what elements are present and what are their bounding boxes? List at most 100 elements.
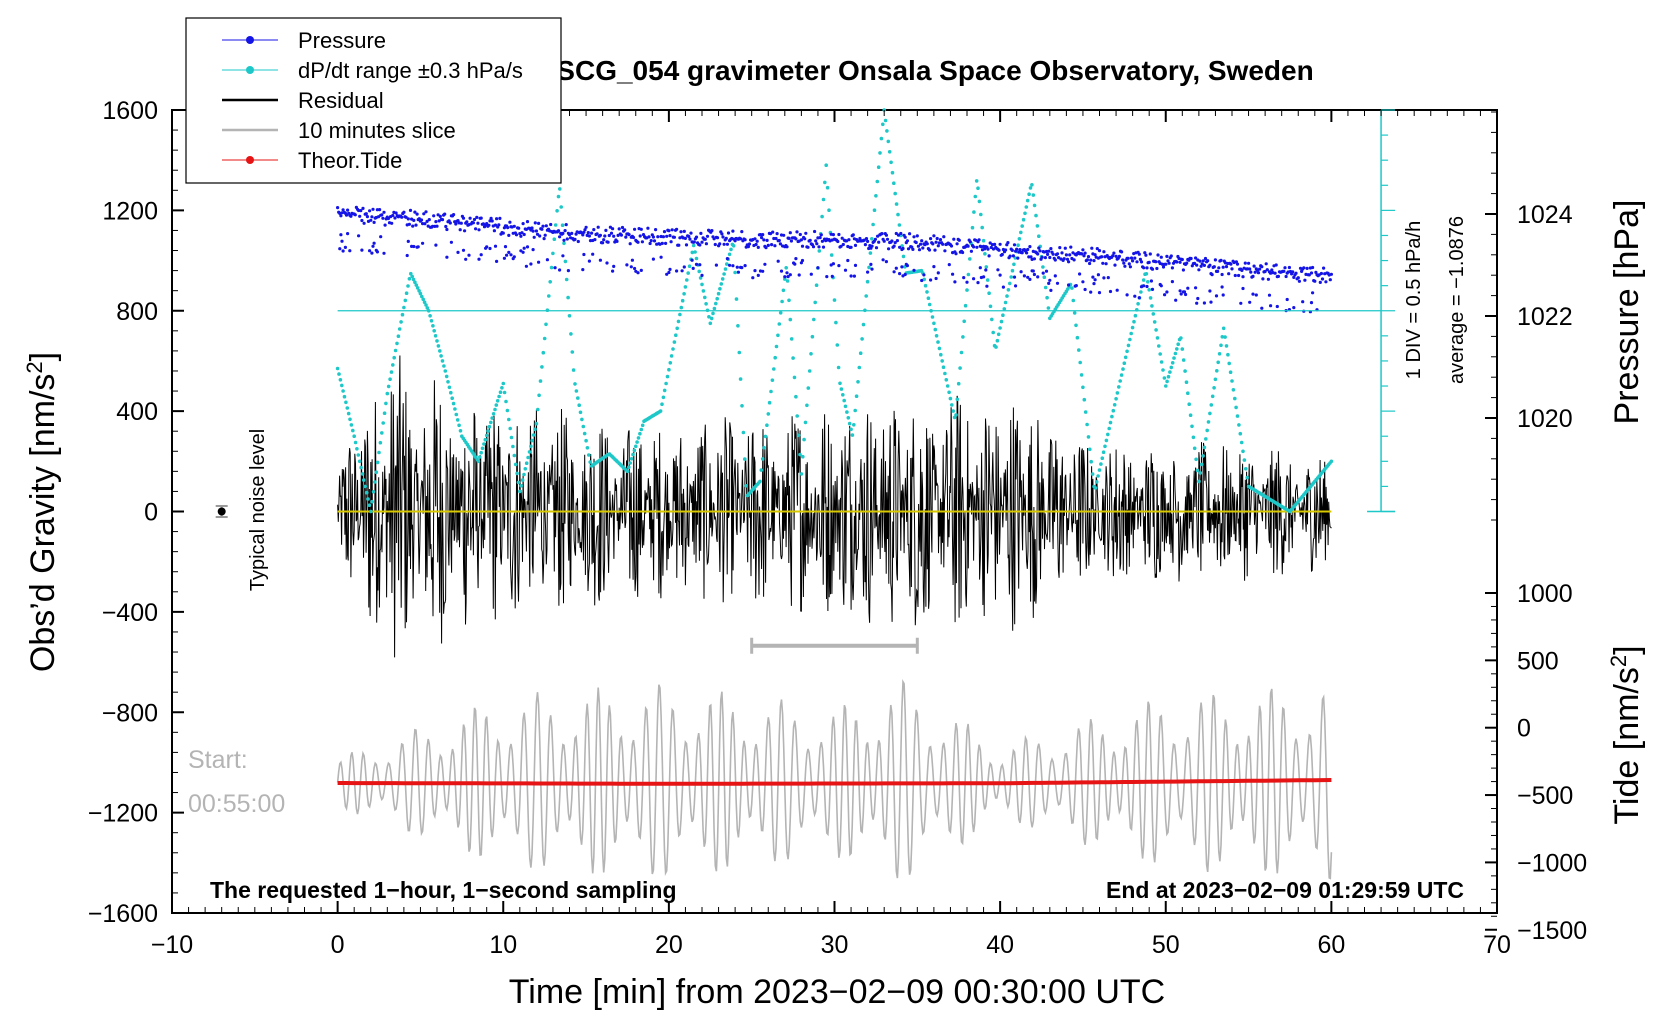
dpdt-point: [1197, 479, 1201, 484]
pressure-point: [1083, 287, 1087, 292]
pressure-point: [789, 239, 794, 243]
pressure-point: [651, 235, 656, 239]
dpdt-point: [744, 484, 748, 488]
pressure-point: [1006, 241, 1010, 245]
pressure-point: [1239, 301, 1243, 305]
dpdt-point: [658, 409, 663, 413]
dpdt-point: [518, 489, 522, 494]
pressure-point: [840, 236, 844, 240]
dpdt-point: [1195, 468, 1200, 473]
dpdt-point: [489, 420, 493, 425]
y-axis-title-left: Obs’d Gravity [nm/s2]: [22, 352, 62, 672]
pressure-point: [592, 228, 596, 232]
pressure-point: [770, 243, 774, 247]
dpdt-point: [834, 320, 838, 325]
dpdt-point: [578, 410, 583, 415]
dpdt-point: [502, 390, 507, 395]
pressure-point: [914, 240, 918, 245]
pressure-point: [668, 267, 672, 271]
dpdt-point: [714, 301, 718, 306]
dpdt-point: [974, 179, 979, 183]
pressure-point: [1307, 273, 1311, 277]
pressure-point: [1270, 268, 1274, 272]
pressure-point: [794, 257, 798, 261]
dpdt-point: [346, 411, 351, 416]
pressure-point: [803, 237, 807, 241]
dpdt-point: [1242, 458, 1247, 462]
pressure-point: [561, 231, 565, 235]
pressure-point: [609, 231, 614, 235]
pressure-point: [761, 233, 765, 237]
dpdt-point: [983, 252, 987, 256]
pressure-point: [1117, 254, 1121, 258]
pressure-point: [427, 218, 431, 222]
pressure-point: [1142, 284, 1146, 288]
x-tick-label: 60: [1317, 931, 1345, 959]
dpdt-point: [349, 423, 354, 427]
pressure-point: [882, 239, 886, 243]
dpdt-point: [937, 346, 942, 351]
pressure-point: [411, 224, 415, 228]
pressure-point: [489, 216, 493, 220]
x-axis-title: Time [min] from 2023−02−09 00:30:00 UTC: [509, 973, 1165, 1011]
pressure-point: [611, 227, 615, 231]
dpdt-point: [968, 257, 972, 261]
dpdt-point: [524, 461, 529, 466]
pressure-point: [758, 233, 763, 237]
y-tick-label: −400: [102, 599, 158, 627]
pressure-point: [951, 272, 955, 276]
dpdt-point: [817, 249, 822, 253]
pressure-point: [1253, 270, 1257, 274]
pressure-point: [1143, 251, 1147, 255]
pressure-point: [1142, 266, 1146, 270]
dpdt-point: [977, 199, 982, 204]
pressure-point: [525, 245, 530, 249]
pressure-point: [722, 242, 726, 246]
pressure-point: [852, 274, 857, 278]
dpdt-point: [486, 429, 490, 433]
pressure-point: [421, 241, 425, 245]
pressure-point: [1053, 274, 1057, 278]
pressure-point: [806, 245, 810, 249]
dpdt-point: [731, 244, 736, 248]
pressure-point: [765, 238, 769, 242]
pressure-point: [1291, 270, 1295, 274]
pressure-point: [660, 241, 664, 245]
dpdt-point: [1201, 454, 1205, 458]
pressure-point: [1240, 268, 1244, 272]
pressure-point: [492, 229, 496, 233]
dpdt-point: [1020, 224, 1024, 228]
pressure-point: [402, 210, 406, 214]
pressure-point: [1230, 267, 1234, 271]
dpdt-point: [669, 354, 674, 358]
dpdt-point: [1161, 368, 1165, 372]
pressure-point: [1115, 288, 1119, 292]
dpdt-point: [900, 244, 904, 248]
dpdt-point: [508, 426, 512, 431]
dpdt-point: [948, 396, 953, 401]
pressure-point: [972, 277, 976, 281]
pressure-point: [831, 233, 836, 237]
dpdt-point: [1002, 307, 1007, 311]
dpdt-point: [1179, 336, 1183, 340]
pressure-point: [495, 217, 499, 221]
pressure-point: [1275, 304, 1279, 309]
dpdt-point: [1175, 347, 1179, 351]
dpdt-point: [1191, 435, 1196, 440]
pressure-point: [461, 248, 466, 252]
pressure-point: [1169, 254, 1173, 258]
dpdt-point: [587, 453, 591, 457]
pressure-point: [346, 208, 350, 212]
dpdt-point: [821, 197, 826, 202]
pressure-point: [1069, 245, 1073, 249]
pressure-point: [1287, 265, 1291, 270]
pressure-point: [558, 235, 562, 239]
pressure-point: [728, 263, 732, 267]
pressure-point: [375, 250, 379, 254]
tide-series-line: [337, 778, 1332, 786]
dpdt-point: [585, 446, 590, 450]
pressure-point: [606, 240, 610, 244]
dpdt-point: [778, 311, 783, 315]
pressure-point: [1135, 260, 1139, 264]
dpdt-point: [438, 349, 442, 353]
